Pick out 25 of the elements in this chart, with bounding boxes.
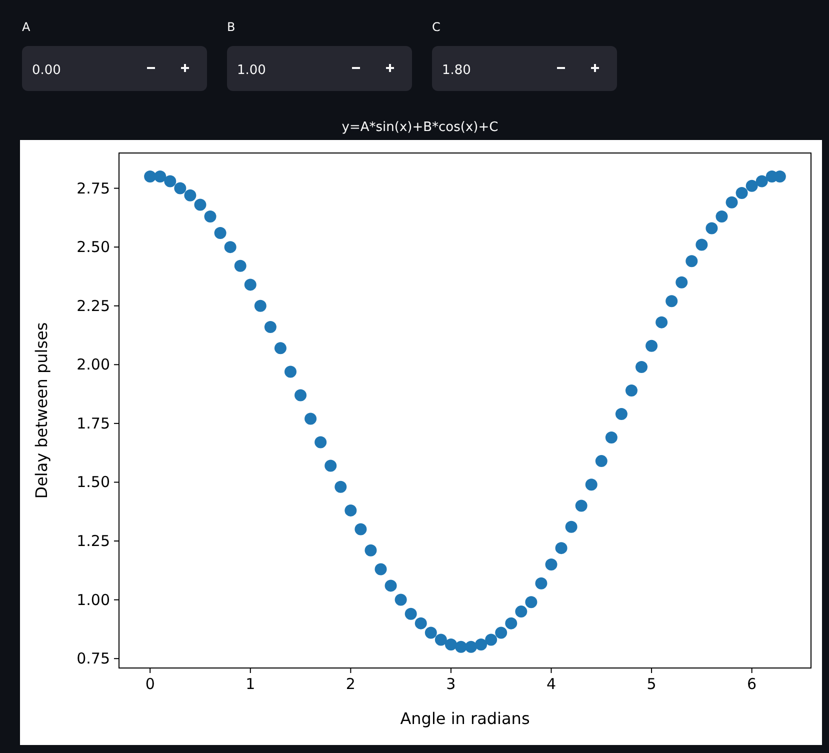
y-tick-label: 2.25 <box>76 296 110 315</box>
text: 0.00 <box>32 63 61 78</box>
y-tick-label: 0.75 <box>76 650 110 668</box>
text: C <box>432 20 440 34</box>
y-tick-label: 1.50 <box>76 473 110 492</box>
y-tick-label: 2.75 <box>76 179 110 198</box>
text: B <box>227 20 236 34</box>
x-tick-label: 4 <box>546 675 556 693</box>
text: 1.00 <box>237 63 266 78</box>
x-tick-label: 5 <box>646 675 656 693</box>
x-tick-label: 1 <box>246 675 256 693</box>
x-tick-label: 2 <box>346 675 356 693</box>
y-tick-label: 2.00 <box>76 356 110 374</box>
x-tick-label: 0 <box>145 675 155 693</box>
chart-title: y=A*sin(x)+B*cos(x)+C <box>342 120 498 135</box>
text: A <box>22 20 31 34</box>
x-axis-title: Angle in radians <box>400 709 530 728</box>
y-axis-title: Delay between pulses <box>32 322 51 499</box>
y-tick-label: 2.50 <box>76 238 110 256</box>
text: 1.80 <box>442 63 471 78</box>
x-tick-label: 6 <box>747 675 757 693</box>
y-tick-label: 1.00 <box>76 590 110 609</box>
y-tick-label: 1.75 <box>76 414 110 432</box>
y-tick-label: 1.25 <box>76 532 110 550</box>
x-tick-label: 3 <box>446 675 456 693</box>
